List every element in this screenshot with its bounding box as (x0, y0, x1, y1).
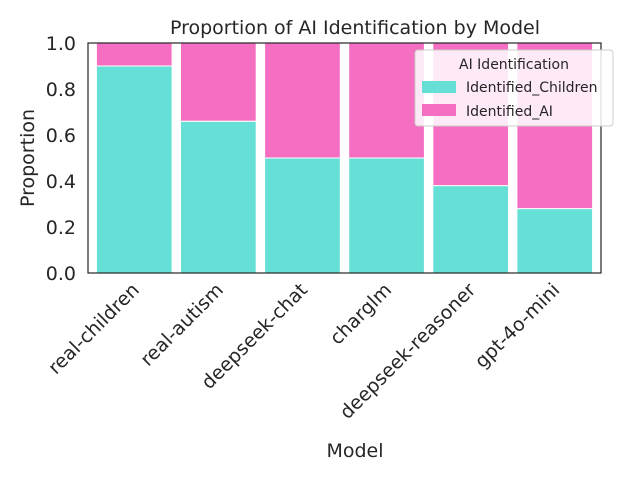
x-tick-label: charglm (326, 279, 396, 349)
y-tick-label: 0.4 (46, 171, 76, 193)
x-tick-label: real-autism (136, 279, 228, 371)
y-tick-label: 0.0 (46, 263, 76, 285)
y-tick-label: 0.6 (46, 125, 76, 147)
bar-identified-ai-charglm (348, 42, 425, 159)
bar-identified-ai-deepseek-chat (264, 42, 341, 159)
legend-swatch-identified-children (422, 81, 456, 93)
legend-frame (414, 49, 614, 127)
x-tick-label: deepseek-reasoner (336, 279, 481, 424)
chart-title: Proportion of AI Identification by Model (170, 17, 540, 39)
bar-identified-children-charglm (348, 157, 425, 274)
plot-frame (87, 42, 602, 274)
legend-swatch-identified-ai (422, 104, 456, 116)
bar-identified-children-real-autism (180, 120, 257, 274)
x-axis-label: Model (326, 440, 383, 462)
legend-title: AI Identification (459, 57, 569, 73)
x-tick-label: real-children (44, 279, 144, 379)
bar-identified-ai-real-children (95, 42, 173, 67)
y-tick-label: 1.0 (46, 33, 76, 55)
bar-identified-children-deepseek-chat (264, 157, 341, 274)
y-tick-label: 0.2 (46, 217, 76, 239)
legend-label-identified-children: Identified_Children (466, 80, 597, 96)
bar-identified-children-gpt-4o-mini (516, 208, 594, 274)
legend-label-identified-ai: Identified_AI (466, 104, 553, 120)
x-tick-label: gpt-4o-mini (471, 279, 565, 373)
y-ticks: 0.0 0.2 0.4 0.6 0.8 1.0 (46, 33, 76, 285)
bar-identified-children-real-children (95, 65, 173, 274)
bar-identified-ai-real-autism (180, 42, 257, 122)
y-tick-label: 0.8 (46, 79, 76, 101)
y-axis-label: Proportion (17, 109, 39, 207)
bar-identified-children-deepseek-reasoner (432, 185, 509, 274)
legend: AI Identification Identified_Children Id… (414, 49, 614, 127)
